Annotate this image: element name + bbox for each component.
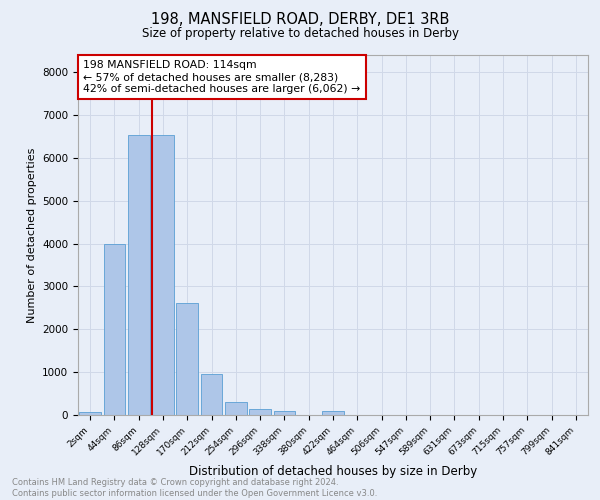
Y-axis label: Number of detached properties: Number of detached properties	[26, 148, 37, 322]
Bar	[128, 135, 149, 415]
Bar	[322, 410, 344, 415]
Text: 198, MANSFIELD ROAD, DERBY, DE1 3RB: 198, MANSFIELD ROAD, DERBY, DE1 3RB	[151, 12, 449, 28]
Bar	[274, 410, 295, 415]
Bar	[249, 410, 271, 415]
Bar	[104, 244, 125, 415]
Text: Contains HM Land Registry data © Crown copyright and database right 2024.
Contai: Contains HM Land Registry data © Crown c…	[12, 478, 377, 498]
Bar	[176, 303, 198, 415]
Bar	[200, 374, 223, 415]
Text: Size of property relative to detached houses in Derby: Size of property relative to detached ho…	[142, 28, 458, 40]
Text: 198 MANSFIELD ROAD: 114sqm
← 57% of detached houses are smaller (8,283)
42% of s: 198 MANSFIELD ROAD: 114sqm ← 57% of deta…	[83, 60, 361, 94]
Bar	[79, 412, 101, 415]
Bar	[152, 135, 174, 415]
Bar	[225, 402, 247, 415]
X-axis label: Distribution of detached houses by size in Derby: Distribution of detached houses by size …	[189, 465, 477, 478]
